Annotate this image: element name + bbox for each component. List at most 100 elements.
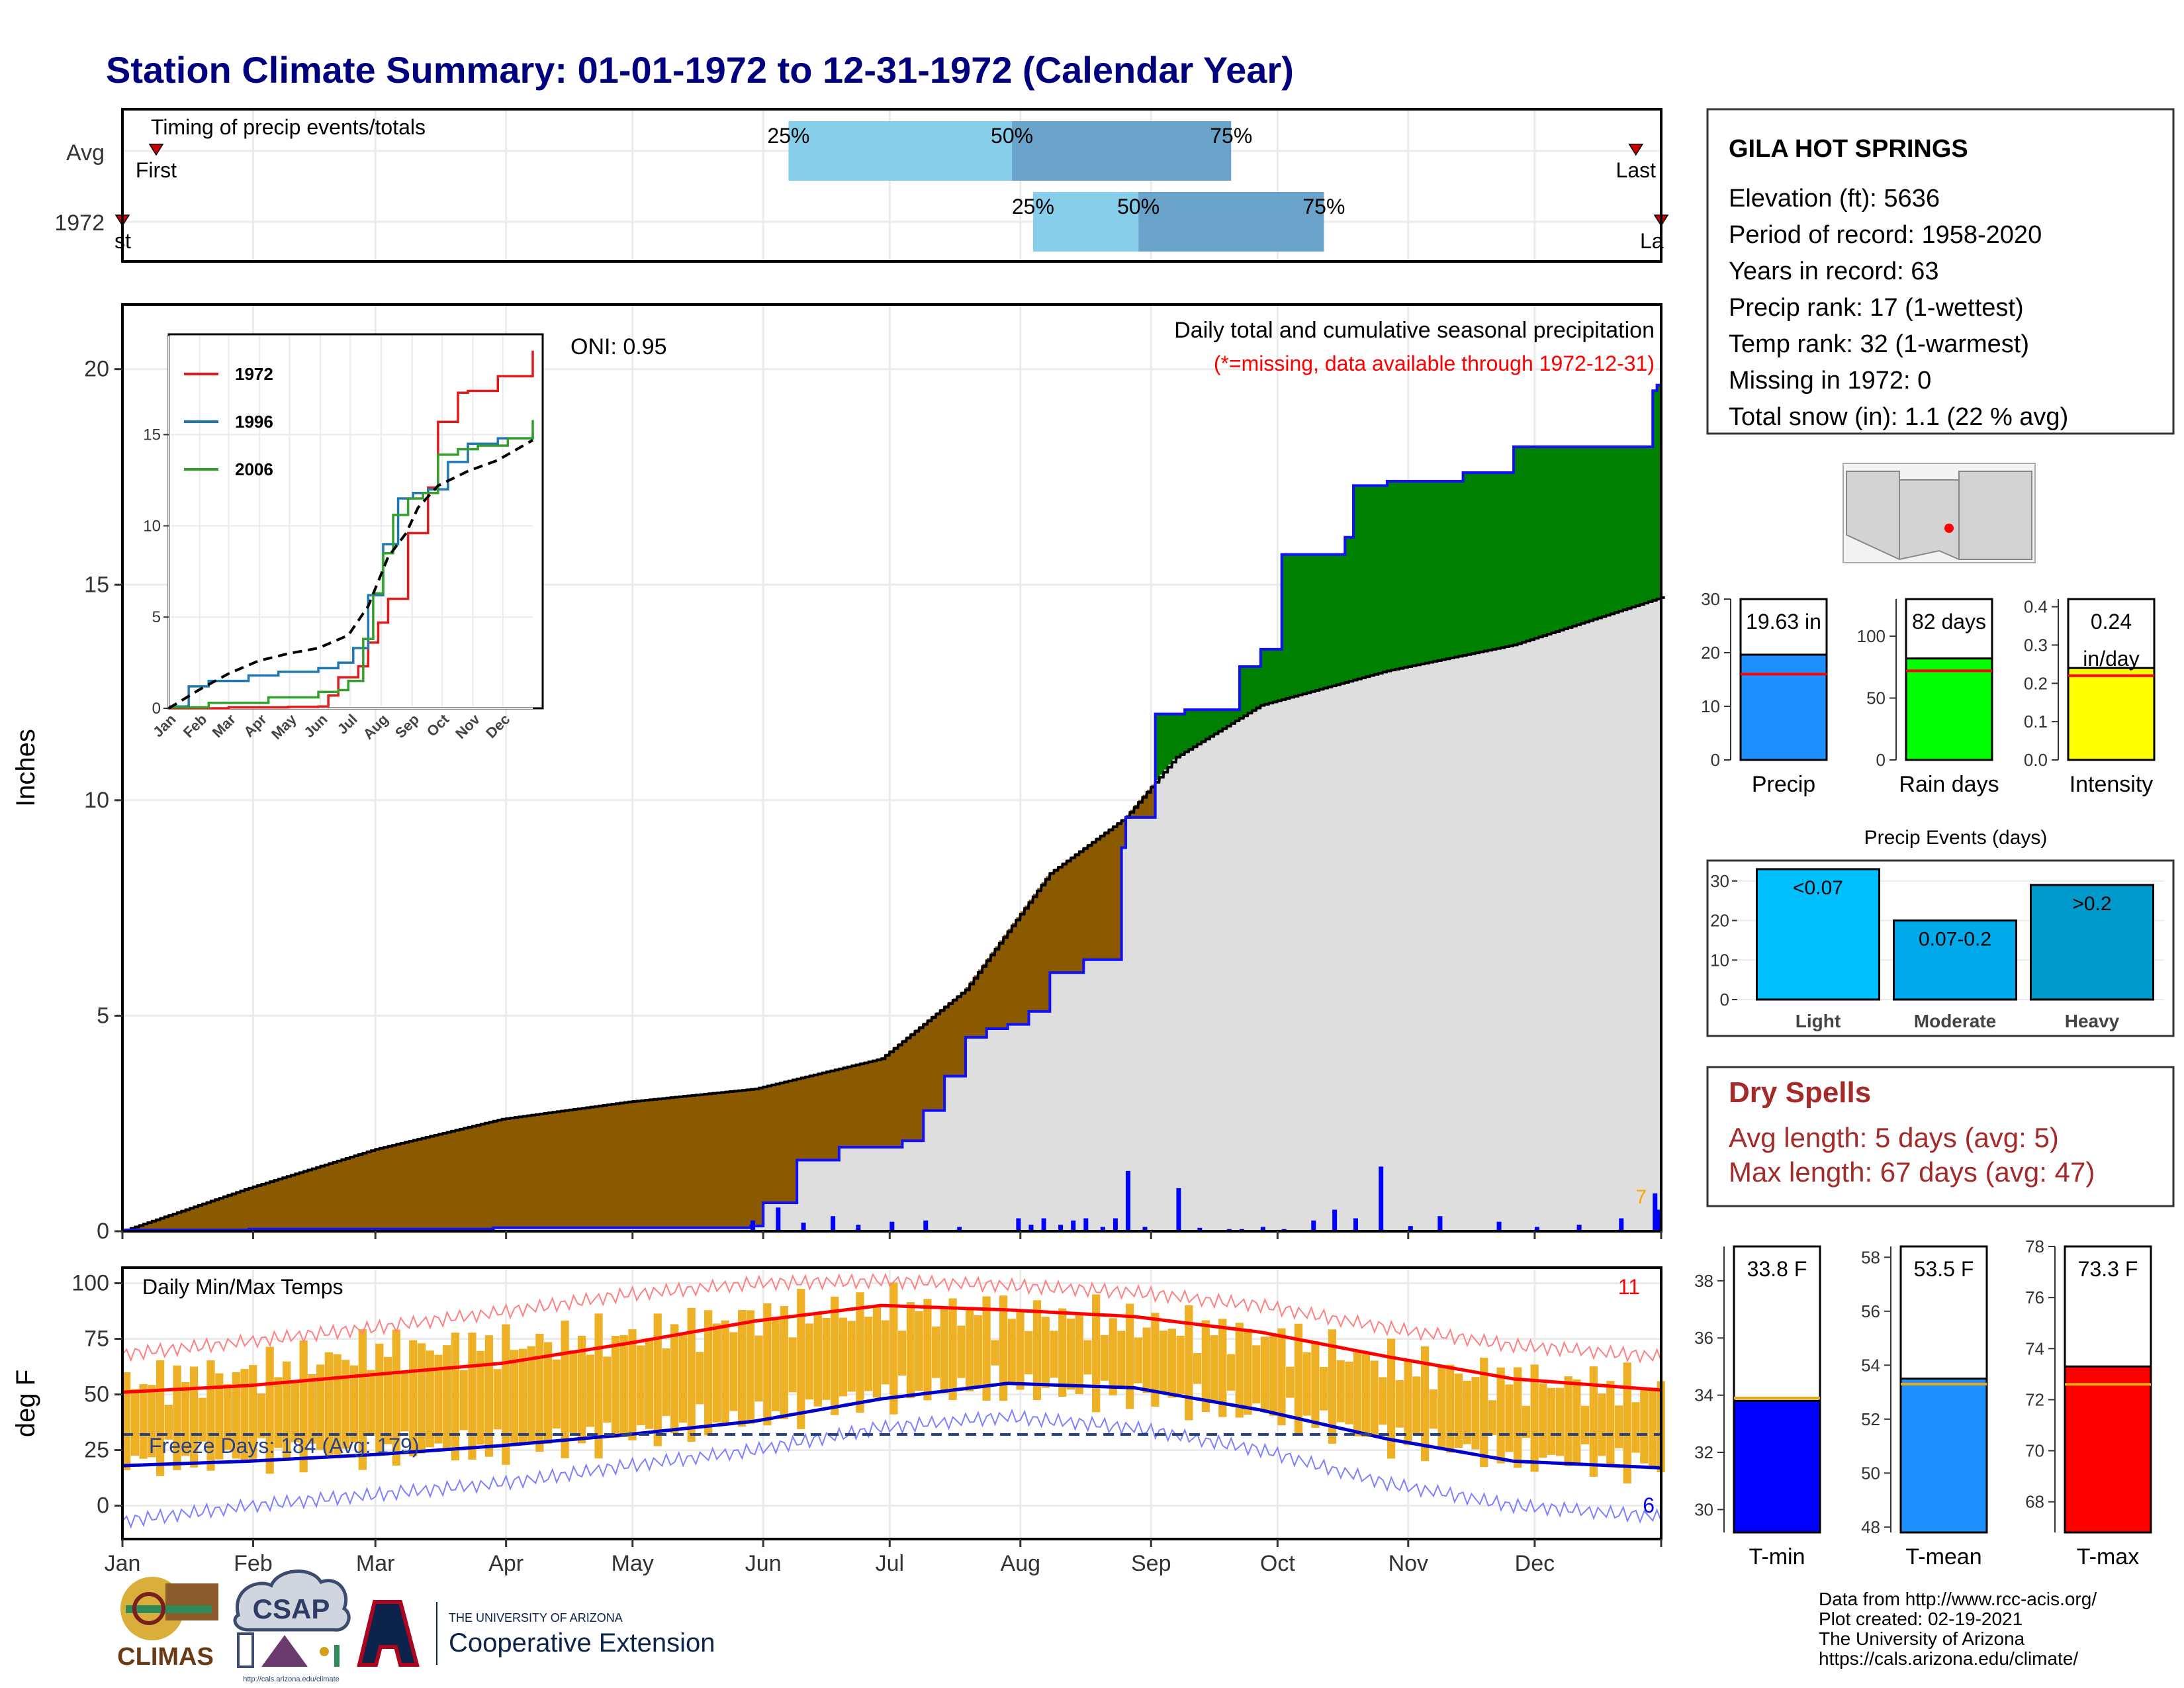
deficit-fill [459,1129,465,1229]
daily-temp-range-bar [788,1337,797,1393]
inset-ytick-label: 10 [143,517,161,535]
daily-temp-range-bar [173,1365,181,1470]
summary-ytick-label: 38 [1694,1271,1713,1291]
deficit-fill [480,1123,486,1229]
deficit-fill [181,1210,187,1231]
deficit-fill [649,1100,655,1228]
deficit-fill [733,1091,739,1228]
deficit-fill [915,1029,920,1141]
daily-precip-bar [1126,1170,1131,1231]
daily-temp-range-bar [1471,1377,1480,1450]
deficit-fill [645,1100,650,1228]
temp-ytick-label: 100 [71,1271,109,1296]
daily-temp-range-bar [856,1292,864,1413]
deficit-fill [561,1111,566,1228]
surplus-fill [1560,446,1565,630]
daily-temp-range-bar [493,1369,502,1430]
deficit-fill [206,1201,212,1231]
deficit-fill [856,1064,861,1148]
deficit-fill [919,1026,924,1141]
deficit-fill [371,1150,376,1229]
month-axis: Jan Feb Mar Apr May Jun Jul Aug Sep Oct Nov Dec [105,1539,1662,1576]
surplus-fill [1404,481,1409,667]
month-label: Oct [1260,1551,1295,1576]
surplus-fill [1657,385,1662,598]
daily-temp-range-bar [1210,1335,1218,1402]
summary-ytick-label: 74 [2025,1338,2044,1358]
deficit-fill [881,1056,886,1148]
timing-row-label-avg: Avg [66,140,105,165]
surplus-fill [1231,710,1236,722]
deficit-fill [345,1157,351,1229]
record-min-count: 6 [1643,1493,1655,1517]
footer-plot-date: Plot created: 02-19-2021 [1819,1609,2023,1629]
surplus-fill [1302,554,1308,694]
surplus-fill [1248,666,1253,712]
daily-temp-range-bar [1648,1387,1657,1466]
daily-temp-range-bar [130,1389,139,1456]
surplus-fill [1210,710,1215,735]
deficit-fill [797,1078,802,1160]
month-label: May [612,1551,654,1576]
daily-precip-bar [1100,1227,1105,1231]
daily-temp-range-bar [1361,1354,1370,1437]
summary-ytick-label: 100 [1857,626,1886,646]
deficit-fill [851,1065,856,1148]
surplus-fill [1627,446,1633,608]
daily-precip-bar [1142,1227,1148,1231]
temp-ytick-label: 25 [84,1438,109,1463]
events-bar-label: 0.07-0.2 [1919,929,1991,951]
surplus-fill [1580,446,1586,623]
daily-temp-range-bar [1218,1319,1227,1417]
deficit-fill [400,1143,406,1229]
surplus-fill [1155,714,1160,780]
daily-temp-range-bar [510,1350,519,1443]
station-info-box: GILA HOT SPRINGS Elevation (ft): 5636 Pe… [1706,108,2175,435]
precip-subtitle: (*=missing, data available through 1972-… [1214,352,1655,375]
deficit-fill [363,1152,368,1229]
deficit-fill [497,1119,502,1228]
temp-yticks: 0 25 50 75 100 [71,1271,122,1519]
surplus-fill [1311,554,1316,691]
deficit-fill [1007,929,1013,1025]
deficit-fill [557,1111,562,1228]
deficit-fill [392,1145,397,1229]
month-label: Jun [745,1551,782,1576]
avg-cumulative-line [122,596,1665,1233]
deficit-fill [477,1125,482,1229]
daily-temp-range-bar [923,1299,932,1401]
daily-temp-range-bar [1387,1338,1396,1459]
daily-temp-range-bar [1083,1340,1092,1375]
inset-line-2006 [169,420,534,709]
daily-precip-bar [1576,1225,1582,1231]
deficit-fill [746,1090,751,1228]
deficit-fill [653,1099,659,1228]
deficit-fill [215,1199,220,1231]
surplus-fill [1454,481,1459,657]
daily-temp-range-bar [1201,1320,1210,1413]
deficit-fill [607,1104,612,1228]
daily-temp-range-bar [1370,1360,1379,1435]
deficit-fill [940,1009,945,1111]
surplus-fill [1610,446,1615,614]
surplus-fill [1349,537,1354,681]
deficit-fill [847,1066,852,1148]
surplus-fill [1522,446,1527,642]
summary-ytick-label: 54 [1861,1355,1880,1375]
deficit-fill [674,1097,680,1228]
deficit-fill [404,1141,410,1229]
surplus-fill [1635,446,1641,606]
month-label: Dec [1515,1551,1555,1576]
daily-temp-range-bar [1159,1331,1168,1395]
record-min-line [122,1408,1662,1529]
timing-q50-label: 50% [991,124,1033,148]
deficit-fill [320,1165,326,1229]
daily-temp-range-bar [1640,1389,1649,1464]
daily-temp-range-bar [468,1333,477,1460]
events-bar-light [1756,868,1880,1001]
deficit-fill [510,1117,515,1228]
avg-cumulative-area [122,597,1661,1231]
deficit-fill [923,1022,929,1111]
surplus-fill [1379,485,1384,673]
deficit-fill [527,1115,532,1228]
